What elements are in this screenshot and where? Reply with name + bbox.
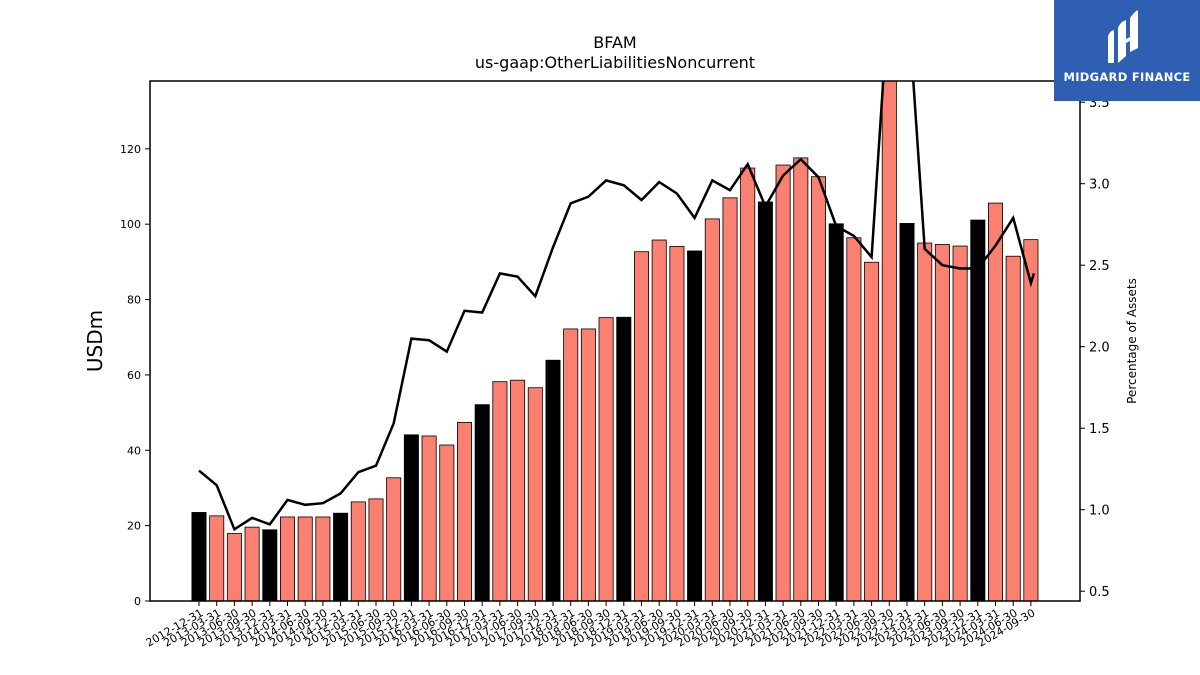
bar bbox=[687, 250, 703, 601]
bar bbox=[368, 498, 384, 601]
bar bbox=[722, 197, 738, 601]
bar bbox=[279, 516, 295, 601]
bar bbox=[917, 242, 933, 601]
y-tick-label: 120 bbox=[120, 143, 141, 156]
bar bbox=[421, 435, 437, 601]
y2-tick-label: 3.0 bbox=[1089, 178, 1110, 193]
y-tick-label: 60 bbox=[127, 369, 141, 382]
bar bbox=[563, 328, 579, 601]
bar bbox=[899, 223, 915, 601]
y2-tick-label: 2.0 bbox=[1089, 341, 1110, 356]
bar bbox=[580, 328, 596, 601]
pct-assets-line bbox=[198, 81, 1036, 532]
y2-tick-label: 2.5 bbox=[1089, 259, 1110, 274]
bar bbox=[333, 512, 349, 601]
bar bbox=[793, 157, 809, 601]
bar bbox=[881, 81, 897, 601]
bars bbox=[191, 81, 1039, 601]
bar bbox=[191, 512, 207, 601]
bar bbox=[510, 379, 526, 601]
y2-axis-label: Percentage of Assets bbox=[1125, 278, 1139, 404]
bar bbox=[226, 533, 242, 601]
bar bbox=[545, 359, 561, 601]
bar bbox=[616, 316, 632, 601]
y2-tick-label: 1.5 bbox=[1089, 422, 1110, 437]
bar bbox=[704, 218, 720, 601]
bar bbox=[527, 387, 543, 601]
bar bbox=[811, 176, 827, 601]
bar bbox=[386, 477, 402, 601]
y-axis-label: USDm bbox=[83, 310, 107, 372]
bar bbox=[934, 244, 950, 601]
chart-title: BFAM bbox=[593, 33, 636, 52]
bar bbox=[315, 516, 331, 601]
bar bbox=[350, 501, 366, 601]
bar bbox=[651, 239, 667, 601]
logo-mark-icon bbox=[1108, 10, 1138, 63]
plot-area: 0204060801001200.51.01.52.02.53.03.52012… bbox=[120, 80, 1110, 650]
y2-tick-label: 0.5 bbox=[1089, 585, 1110, 600]
bar bbox=[988, 202, 1004, 601]
bar bbox=[1005, 255, 1021, 601]
y2-tick-label: 1.0 bbox=[1089, 504, 1110, 519]
y-tick-label: 0 bbox=[134, 595, 141, 608]
bar bbox=[864, 261, 880, 601]
bar bbox=[757, 201, 773, 601]
bar bbox=[846, 237, 862, 601]
y-tick-label: 20 bbox=[127, 520, 141, 533]
y-tick-label: 40 bbox=[127, 444, 141, 457]
bar bbox=[952, 245, 968, 601]
bar bbox=[492, 381, 508, 601]
bar bbox=[262, 529, 278, 601]
bar bbox=[598, 317, 614, 601]
bar bbox=[1023, 239, 1039, 601]
bar bbox=[297, 516, 313, 601]
bar bbox=[244, 526, 260, 601]
bar bbox=[828, 223, 844, 601]
bar bbox=[456, 421, 472, 601]
midgard-finance-logo: MIDGARD FINANCE bbox=[1054, 0, 1200, 101]
bar bbox=[439, 444, 455, 601]
bar bbox=[634, 251, 650, 601]
bar bbox=[740, 167, 756, 601]
bar bbox=[775, 164, 791, 601]
y-tick-label: 80 bbox=[127, 294, 141, 307]
bar bbox=[403, 434, 419, 601]
logo-text: MIDGARD FINANCE bbox=[1063, 70, 1191, 84]
bar bbox=[209, 515, 225, 601]
bar bbox=[474, 404, 490, 601]
bar bbox=[669, 246, 685, 601]
bar bbox=[970, 219, 986, 601]
chart-subtitle: us-gaap:OtherLiabilitiesNoncurrent bbox=[475, 53, 755, 72]
y-tick-label: 100 bbox=[120, 218, 141, 231]
plot-frame bbox=[149, 80, 1081, 602]
